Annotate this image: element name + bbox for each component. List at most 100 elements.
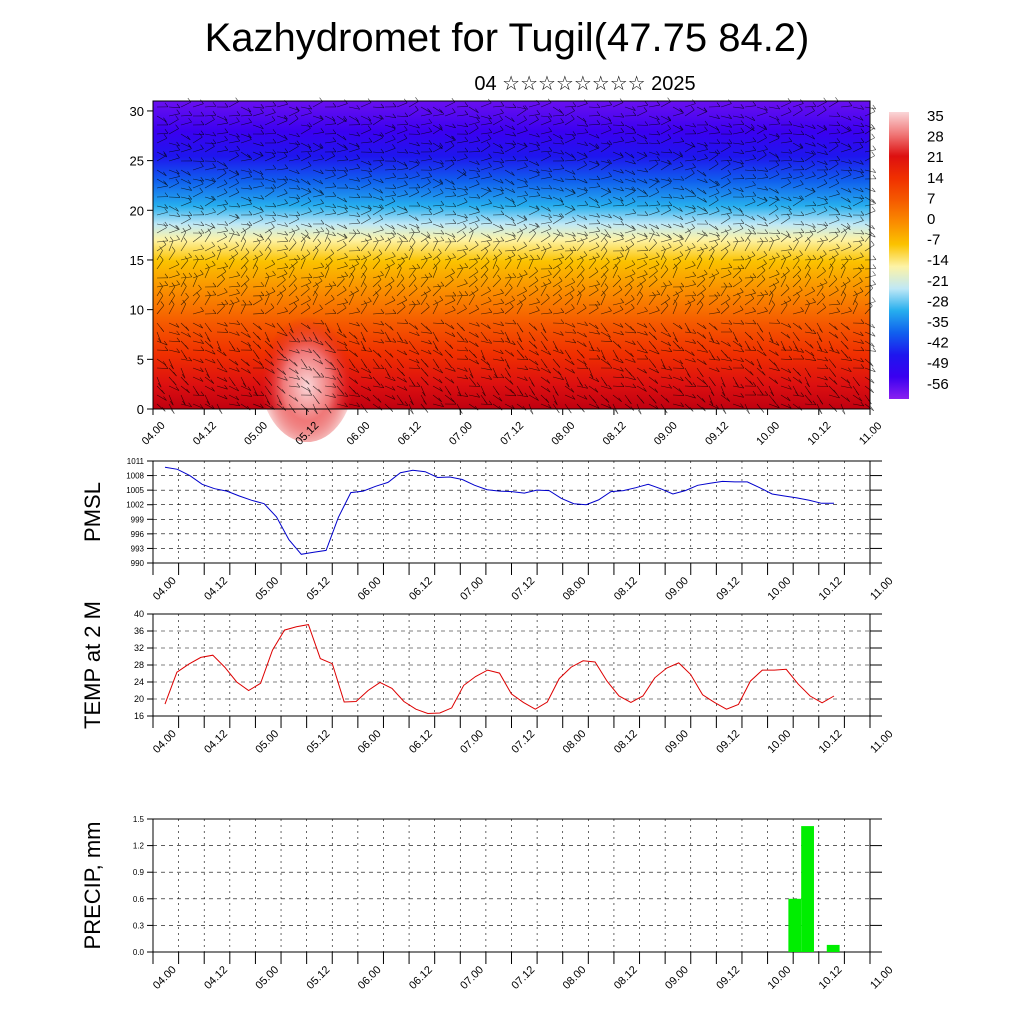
y-tick-label: 990 xyxy=(131,559,145,568)
colorbar-label: 0 xyxy=(927,211,935,228)
temp2m-panel: 40 36 32 28 24 20 16 04.00 04.12 05.00 05.12 06.00 0… xyxy=(80,601,896,756)
temp-series-line xyxy=(164,624,835,715)
chart-title: Kazhydromet for Tugil(47.75 84.2) xyxy=(204,16,810,60)
pmsl-series-line xyxy=(164,466,834,555)
x-tick-label: 11.00 xyxy=(868,964,895,991)
x-tick-label: 06.12 xyxy=(407,728,435,756)
y-tick-label: 10 xyxy=(130,303,144,318)
y-tick-label: 0.0 xyxy=(133,948,145,957)
x-tick-label: 08.12 xyxy=(612,575,640,603)
colorbar xyxy=(889,112,909,399)
y-tick-label: 40 xyxy=(134,609,144,619)
precip-bar xyxy=(801,826,814,952)
y-tick-label: 20 xyxy=(130,203,144,218)
colorbar-label: 21 xyxy=(927,149,944,166)
x-tick-label: 07.12 xyxy=(509,964,537,992)
x-tick-label: 04.12 xyxy=(202,964,230,992)
y-tick-label: 32 xyxy=(134,643,144,653)
pmsl-frame xyxy=(152,460,871,564)
x-tick-label: 10.00 xyxy=(765,728,793,756)
y-tick-label: 999 xyxy=(131,515,145,524)
y-tick-label: 1005 xyxy=(126,486,144,495)
colorbar-label: -42 xyxy=(927,335,949,352)
x-tick-label: 07.12 xyxy=(498,420,526,448)
x-tick-label: 07.00 xyxy=(458,964,486,992)
x-tick-label: 11.00 xyxy=(857,420,884,447)
y-tick-label: 15 xyxy=(130,253,144,268)
y-tick-label: 16 xyxy=(134,711,144,721)
pmsl-panel: 1011 1008 1005 1002 999 996 993 990 04.00 04.12 05… xyxy=(80,457,896,603)
y-tick-label: 36 xyxy=(134,626,144,636)
x-tick-label: 04.00 xyxy=(140,420,168,448)
x-tick-label: 07.12 xyxy=(509,575,537,603)
y-tick-label: 25 xyxy=(130,154,144,169)
precip-ylabel: PRECIP, mm xyxy=(80,822,105,950)
x-tick-label: 07.00 xyxy=(458,575,486,603)
x-tick-label: 08.00 xyxy=(549,420,577,448)
x-tick-label: 09.12 xyxy=(714,964,742,992)
x-tick-label: 10.00 xyxy=(765,575,793,603)
x-tick-label: 10.00 xyxy=(754,420,782,448)
x-tick-label: 05.12 xyxy=(305,728,333,756)
y-tick-label: 1.2 xyxy=(133,842,145,851)
colorbar-label: -35 xyxy=(927,314,949,331)
colorbar-label: 7 xyxy=(927,190,935,207)
wind-barbs xyxy=(156,97,877,415)
chart-subtitle: 04 ☆☆☆☆☆☆☆☆ 2025 xyxy=(474,73,696,95)
x-tick-label: 07.00 xyxy=(458,728,486,756)
x-tick-label: 07.12 xyxy=(509,728,537,756)
precip-bar xyxy=(826,944,840,952)
x-tick-label: 06.00 xyxy=(356,728,384,756)
temp2m-ylabel: TEMP at 2 M xyxy=(80,601,105,729)
x-tick-label: 09.00 xyxy=(663,964,691,992)
x-tick-label: 09.00 xyxy=(663,575,691,603)
y-tick-label: 1.5 xyxy=(133,815,145,824)
x-tick-label: 04.00 xyxy=(151,964,179,992)
x-tick-label: 07.00 xyxy=(447,420,475,448)
colorbar-label: -14 xyxy=(927,252,949,269)
x-tick-label: 05.00 xyxy=(253,964,281,992)
y-tick-label: 28 xyxy=(134,660,144,670)
y-tick-label: 1002 xyxy=(126,501,144,510)
x-tick-label: 06.12 xyxy=(396,420,424,448)
x-tick-label: 08.00 xyxy=(561,575,589,603)
precip-bar xyxy=(788,898,802,952)
y-tick-label: 1011 xyxy=(127,457,145,466)
x-tick-label: 10.12 xyxy=(817,575,845,603)
x-tick-label: 08.00 xyxy=(561,964,589,992)
x-tick-label: 04.00 xyxy=(151,575,179,603)
x-tick-label: 06.00 xyxy=(345,420,373,448)
x-tick-label: 10.12 xyxy=(806,420,834,448)
x-tick-label: 09.00 xyxy=(663,728,691,756)
y-tick-label: 0 xyxy=(137,402,144,417)
x-tick-label: 06.12 xyxy=(407,575,435,603)
x-tick-label: 04.12 xyxy=(202,575,230,603)
y-tick-label: 0.3 xyxy=(133,921,145,930)
x-tick-label: 05.00 xyxy=(253,728,281,756)
x-tick-label: 11.00 xyxy=(868,728,895,755)
y-tick-label: 993 xyxy=(131,544,145,553)
x-tick-label: 06.12 xyxy=(407,964,435,992)
x-tick-label: 06.00 xyxy=(356,575,384,603)
x-tick-label: 10.12 xyxy=(817,964,845,992)
pmsl-ylabel: PMSL xyxy=(80,482,105,542)
x-tick-label: 09.00 xyxy=(652,420,680,448)
y-tick-label: 24 xyxy=(134,677,144,687)
y-tick-label: 30 xyxy=(130,104,144,119)
y-tick-label: 996 xyxy=(131,530,145,539)
x-tick-label: 05.12 xyxy=(305,964,333,992)
colorbar-label: -21 xyxy=(927,273,949,290)
colorbar-label: 35 xyxy=(927,108,944,125)
x-tick-label: 09.12 xyxy=(714,728,742,756)
x-tick-label: 05.00 xyxy=(253,575,281,603)
colorbar-label: -49 xyxy=(927,355,949,372)
colorbar-label: -28 xyxy=(927,293,949,310)
x-tick-label: 11.00 xyxy=(868,575,895,602)
precip-panel: 1.5 1.2 0.9 0.6 0.3 0.0 04.00 04.12 05.00 05.12 06… xyxy=(80,815,896,992)
x-tick-label: 04.12 xyxy=(202,728,230,756)
y-tick-label: 20 xyxy=(134,694,144,704)
x-tick-label: 09.12 xyxy=(714,575,742,603)
x-tick-label: 09.12 xyxy=(703,420,731,448)
x-tick-label: 08.00 xyxy=(561,728,589,756)
